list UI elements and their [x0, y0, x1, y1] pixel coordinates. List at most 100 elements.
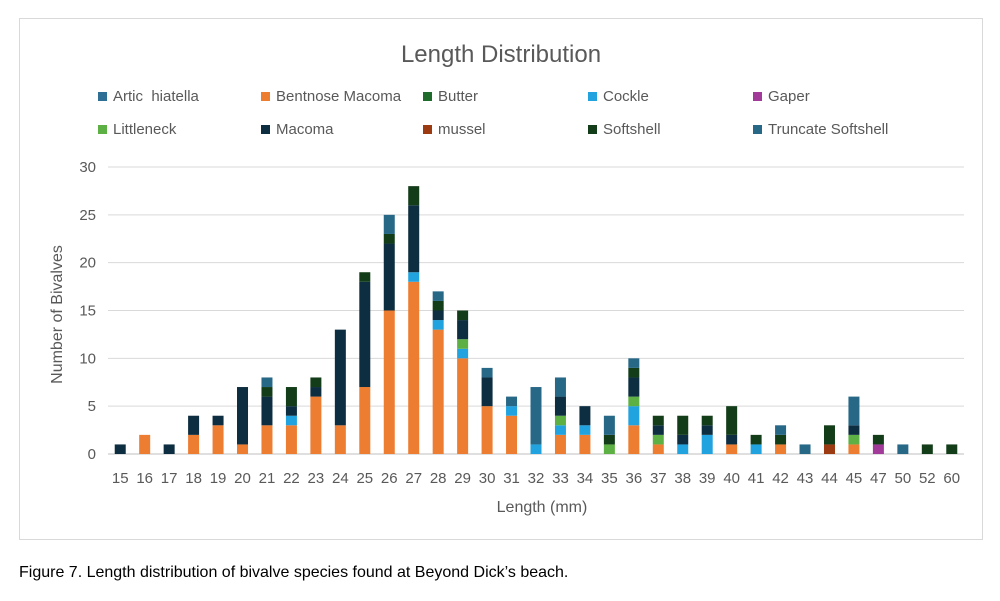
bar-segment-softshell: [677, 415, 689, 435]
bar-segment-cockle: [677, 444, 689, 454]
x-tick-label: 25: [356, 470, 373, 487]
x-tick-label: 50: [895, 470, 912, 487]
bar-segment-cockle: [554, 425, 566, 435]
bar-segment-macoma: [726, 434, 738, 445]
x-tick-label: 26: [381, 470, 398, 487]
y-tick-label: 0: [88, 446, 96, 463]
bar-segment-truncate-softshell: [554, 377, 566, 397]
x-tick-label: 19: [210, 470, 227, 487]
y-tick-label: 5: [88, 398, 96, 415]
bar-segment-softshell: [408, 186, 420, 206]
bar-segment-bentnose-macoma: [408, 281, 420, 454]
bar-segment-cockle: [432, 320, 444, 330]
x-tick-label: 45: [846, 470, 863, 487]
bar-segment-bentnose-macoma: [334, 425, 346, 454]
bar-segment-bentnose-macoma: [628, 425, 640, 454]
legend-label: Littleneck: [113, 121, 177, 138]
bar-segment-softshell: [457, 310, 469, 321]
legend-swatch: [261, 92, 270, 101]
bar-segment-macoma: [114, 444, 126, 454]
bar-segment-softshell: [285, 387, 297, 407]
y-tick-label: 15: [79, 303, 96, 320]
bar-segment-littleneck: [457, 339, 469, 349]
bar-segment-macoma: [261, 396, 273, 426]
bar-segment-macoma: [579, 406, 591, 426]
y-tick-label: 25: [79, 207, 96, 224]
legend-swatch: [423, 125, 432, 134]
bar-segment-cockle: [408, 272, 420, 282]
legend-label: Artic hiatella: [113, 88, 199, 105]
chart-title: Length Distribution: [400, 41, 602, 68]
legend-label: Truncate Softshell: [768, 121, 889, 138]
bar-segment-softshell: [261, 387, 273, 397]
bar-segment-cockle: [530, 444, 542, 454]
bar-segment-bentnose-macoma: [285, 425, 297, 454]
x-tick-label: 20: [234, 470, 251, 487]
y-tick-label: 30: [79, 159, 96, 176]
bar-segment-littleneck: [848, 434, 860, 445]
bar-segment-bentnose-macoma: [652, 444, 664, 454]
bar-segment-bentnose-macoma: [261, 425, 273, 454]
x-tick-label: 24: [332, 470, 349, 487]
bar-segment-mussel: [823, 444, 835, 454]
bar-segment-softshell: [652, 415, 664, 426]
x-tick-label: 38: [674, 470, 691, 487]
bar-segment-truncate-softshell: [848, 396, 860, 426]
bar-segment-littleneck: [652, 434, 664, 445]
legend-item: Macoma: [261, 121, 334, 138]
legend-swatch: [98, 125, 107, 134]
x-tick-label: 28: [430, 470, 447, 487]
bar-segment-softshell: [726, 406, 738, 435]
bar-segment-softshell: [383, 233, 395, 244]
legend-item: Softshell: [588, 121, 661, 138]
bar-segment-macoma: [383, 243, 395, 311]
x-tick-label: 39: [699, 470, 716, 487]
bar-segment-bentnose-macoma: [359, 387, 371, 454]
bar-segment-softshell: [823, 425, 835, 445]
bar-segment-truncate-softshell: [628, 358, 640, 368]
y-tick-label: 20: [79, 255, 96, 272]
bar-segment-littleneck: [628, 396, 640, 407]
bar-segment-truncate-softshell: [799, 444, 811, 454]
bar-segment-softshell: [359, 272, 371, 282]
legend-item: Bentnose Macoma: [261, 88, 401, 105]
y-tick-label: 10: [79, 350, 96, 367]
x-tick-label: 41: [748, 470, 765, 487]
bar-segment-macoma: [677, 434, 689, 445]
bar-segment-bentnose-macoma: [310, 396, 322, 454]
bar-segment-cockle: [457, 348, 469, 359]
x-tick-label: 21: [259, 470, 276, 487]
figure-caption: Figure 7. Length distribution of bivalve…: [19, 564, 569, 581]
bar-segment-bentnose-macoma: [383, 310, 395, 454]
bar-segment-macoma: [457, 320, 469, 340]
bar-segment-truncate-softshell: [530, 387, 542, 445]
legend-item: Gaper: [753, 88, 810, 105]
legend-swatch: [753, 92, 762, 101]
bar-segment-truncate-softshell: [603, 415, 615, 435]
bar-segment-macoma: [334, 329, 346, 426]
x-tick-label: 30: [479, 470, 496, 487]
bar-segment-bentnose-macoma: [188, 434, 200, 454]
bar-segment-macoma: [848, 425, 860, 435]
chart-frame: Length Distribution Artic hiatella Bentno…: [19, 18, 983, 540]
bar-segment-softshell: [603, 434, 615, 445]
legend-label: Cockle: [603, 88, 649, 105]
bar-segment-macoma: [408, 205, 420, 273]
bar-segment-softshell: [628, 367, 640, 378]
bar-segment-softshell: [310, 377, 322, 388]
x-tick-label: 17: [161, 470, 178, 487]
legend-item: Littleneck: [98, 121, 176, 138]
bar-segment-truncate-softshell: [775, 425, 787, 435]
bar-segment-bentnose-macoma: [457, 358, 469, 454]
legend-label: Gaper: [768, 88, 810, 105]
bar-segment-softshell: [750, 434, 762, 445]
x-tick-label: 35: [601, 470, 618, 487]
bar-segment-cockle: [506, 406, 518, 416]
x-tick-label: 31: [503, 470, 520, 487]
bar-segment-macoma: [359, 281, 371, 388]
legend-swatch: [753, 125, 762, 134]
legend-label: Macoma: [276, 121, 334, 138]
x-tick-label: 34: [577, 470, 594, 487]
bar-segment-macoma: [652, 425, 664, 435]
bar-segment-truncate-softshell: [481, 367, 493, 378]
